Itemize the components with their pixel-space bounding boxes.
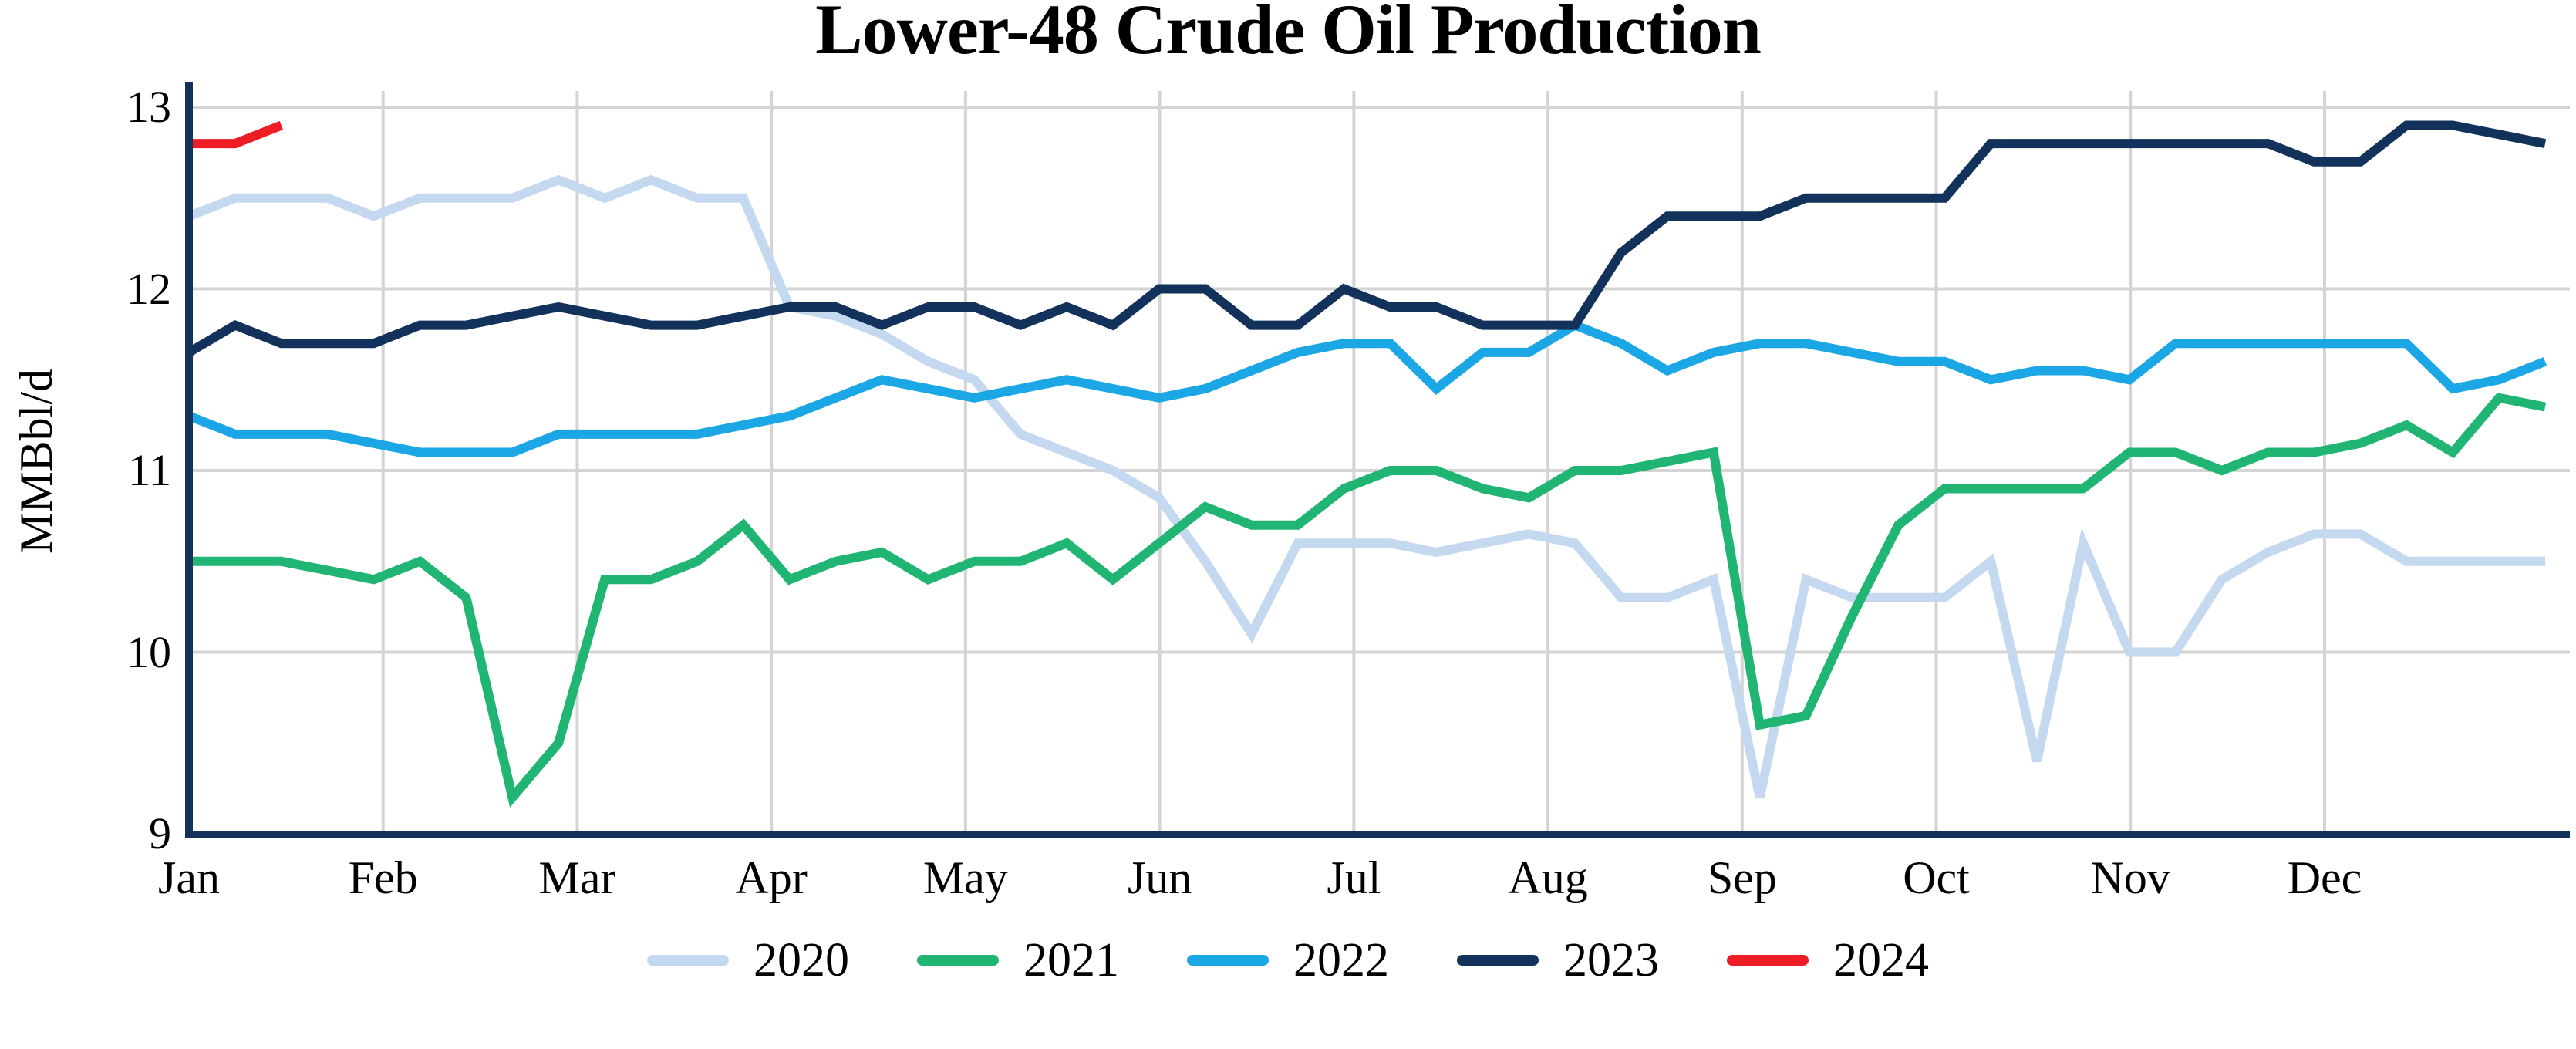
- x-tick-label: Nov: [2090, 852, 2170, 903]
- legend-label: 2022: [1293, 934, 1389, 987]
- x-tick-label: Oct: [1903, 852, 1970, 903]
- y-tick-label: 12: [126, 263, 171, 314]
- x-tick-label: Feb: [348, 852, 418, 903]
- y-axis-line: [185, 82, 193, 838]
- x-tick-label: Jun: [1127, 852, 1192, 903]
- legend-item-2022: 2022: [1187, 935, 1389, 986]
- series-line-2020: [187, 174, 2545, 799]
- y-tick-label: 9: [149, 808, 171, 858]
- x-tick-label: Sep: [1707, 852, 1777, 903]
- x-tick-label: Jul: [1327, 852, 1381, 903]
- x-tick-label: Jan: [158, 852, 220, 903]
- legend-item-2020: 2020: [647, 935, 849, 986]
- axes: [185, 82, 2570, 838]
- series-line-2024: [189, 120, 283, 149]
- series-line-2022: [187, 319, 2547, 457]
- y-tick-label: 11: [128, 445, 171, 495]
- legend-label: 2023: [1563, 934, 1659, 987]
- y-tick-label: 13: [126, 82, 171, 132]
- legend-swatch-2023: [1457, 955, 1539, 966]
- legend-item-2023: 2023: [1457, 935, 1659, 986]
- legend-swatch-2020: [647, 955, 729, 966]
- legend-item-2024: 2024: [1727, 935, 1929, 986]
- y-tick-label: 10: [126, 626, 171, 677]
- legend-item-2021: 2021: [917, 935, 1119, 986]
- x-tick-label: Apr: [735, 852, 808, 903]
- x-tick-label: May: [922, 852, 1008, 903]
- x-tick-label: Dec: [2287, 852, 2362, 903]
- legend: 2020 2021 2022 2023 2024: [0, 935, 2576, 986]
- legend-label: 2024: [1833, 934, 1929, 987]
- legend-swatch-2024: [1727, 955, 1809, 966]
- x-tick-label: Mar: [538, 852, 616, 903]
- series-line-2021: [189, 393, 2547, 808]
- series-line-2023: [186, 120, 2547, 357]
- chart-title: Lower-48 Crude Oil Production: [815, 0, 1762, 69]
- x-tick-label: Aug: [1508, 852, 1588, 903]
- legend-label: 2020: [754, 934, 849, 987]
- legend-swatch-2021: [917, 955, 999, 966]
- x-axis-line: [185, 831, 2570, 838]
- legend-swatch-2022: [1187, 955, 1269, 966]
- legend-label: 2021: [1023, 934, 1119, 987]
